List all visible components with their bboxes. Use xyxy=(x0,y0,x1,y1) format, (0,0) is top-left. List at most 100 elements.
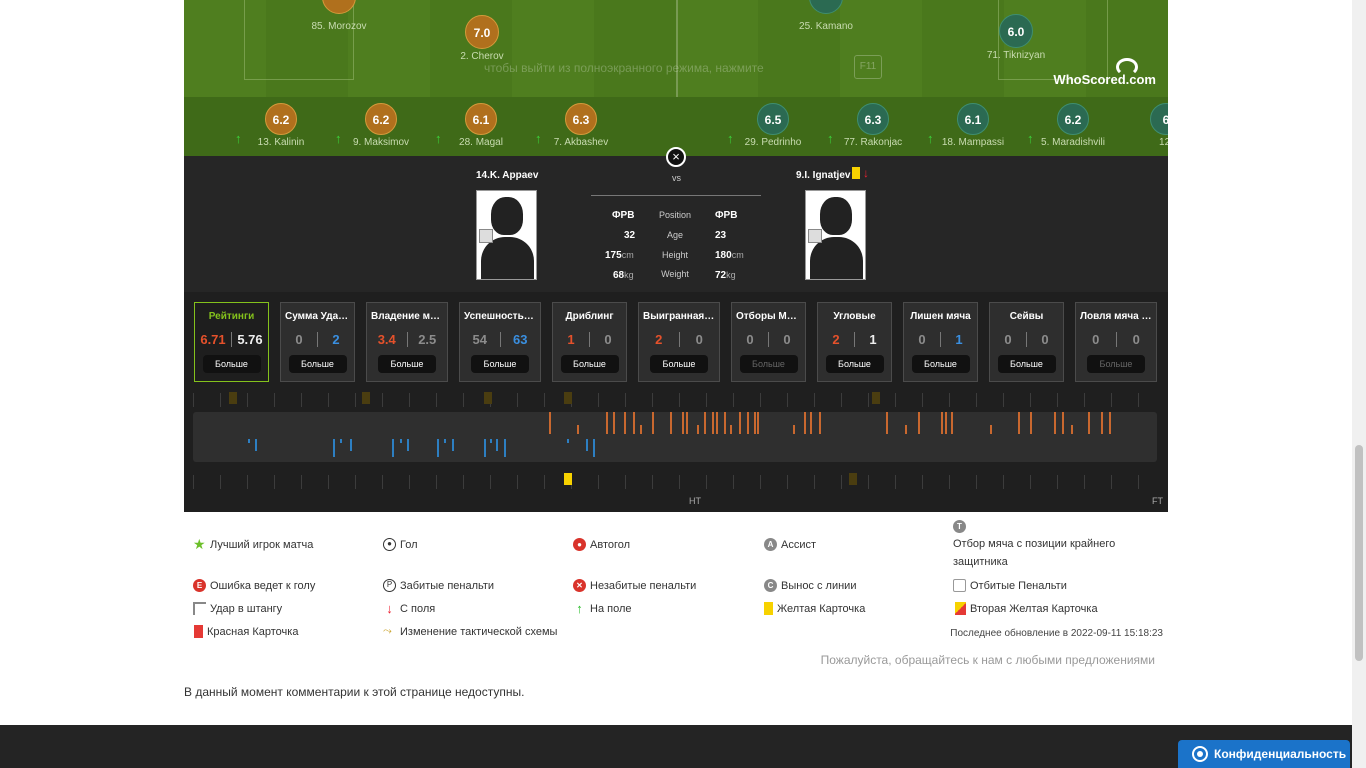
away-event-bar[interactable] xyxy=(504,439,506,457)
stat-tile[interactable]: Выигранная Б... 2 0 Больше xyxy=(638,302,720,382)
sub-player[interactable]: ↑ 6.2 13. Kalinin xyxy=(231,103,331,148)
close-icon[interactable]: × xyxy=(666,147,686,167)
away-event-bar[interactable] xyxy=(407,439,409,451)
home-event-bar[interactable] xyxy=(810,412,812,434)
more-button[interactable]: Больше xyxy=(1087,355,1145,373)
more-button[interactable]: Больше xyxy=(825,355,884,373)
away-event-bar[interactable] xyxy=(340,439,342,443)
stat-tile[interactable]: Рейтинги 6.71 5.76 Больше xyxy=(194,302,269,382)
away-event-bar[interactable] xyxy=(350,439,352,451)
home-event-bar[interactable] xyxy=(724,412,726,434)
sub-player[interactable]: ↑ 6.3 77. Rakonjac xyxy=(823,103,923,148)
sub-player[interactable]: ↑ 6.1 28. Magal xyxy=(431,103,531,148)
away-event-bar[interactable] xyxy=(567,439,569,443)
home-event-bar[interactable] xyxy=(1088,412,1090,434)
more-button[interactable]: Больше xyxy=(739,355,798,373)
sub-player[interactable]: ↑ 6.3 7. Akbashev xyxy=(531,103,631,148)
pitch-player-cherov[interactable]: 7.0 2. Cherov xyxy=(437,15,527,62)
home-event-bar[interactable] xyxy=(819,412,821,434)
home-event-bar[interactable] xyxy=(652,412,654,434)
home-event-bar[interactable] xyxy=(886,412,888,434)
stat-tile[interactable]: Угловые 2 1 Больше xyxy=(817,302,892,382)
away-event-bar[interactable] xyxy=(586,439,588,451)
home-event-bar[interactable] xyxy=(697,425,699,434)
timeline-card-marker[interactable] xyxy=(564,392,572,404)
timeline-card-marker[interactable] xyxy=(484,392,492,404)
home-event-bar[interactable] xyxy=(606,412,608,434)
right-player-name[interactable]: 9.I. Ignatjev xyxy=(796,170,851,181)
pitch-player-kamano[interactable]: 25. Kamano xyxy=(781,0,871,32)
away-event-bar[interactable] xyxy=(333,439,335,457)
more-button[interactable]: Больше xyxy=(560,355,619,373)
more-button[interactable]: Больше xyxy=(650,355,708,373)
home-event-bar[interactable] xyxy=(918,412,920,434)
home-event-bar[interactable] xyxy=(730,425,732,434)
home-event-bar[interactable] xyxy=(941,412,943,434)
home-event-bar[interactable] xyxy=(640,425,642,434)
home-event-bar[interactable] xyxy=(739,412,741,434)
home-event-bar[interactable] xyxy=(951,412,953,434)
sub-player[interactable]: ↑ 6.5 29. Pedrinho xyxy=(723,103,823,148)
away-event-bar[interactable] xyxy=(437,439,439,457)
more-button[interactable]: Больше xyxy=(997,355,1056,373)
home-event-bar[interactable] xyxy=(754,412,756,434)
away-event-bar[interactable] xyxy=(255,439,257,451)
away-event-bar[interactable] xyxy=(593,439,595,457)
away-event-bar[interactable] xyxy=(452,439,454,451)
stat-tile[interactable]: Лишен мяча 0 1 Больше xyxy=(903,302,978,382)
home-event-bar[interactable] xyxy=(1109,412,1111,434)
scrollbar-thumb[interactable] xyxy=(1355,445,1363,661)
home-event-bar[interactable] xyxy=(704,412,706,434)
more-button[interactable]: Больше xyxy=(288,355,347,373)
home-event-bar[interactable] xyxy=(613,412,615,434)
home-event-bar[interactable] xyxy=(549,412,551,434)
stat-tile[interactable]: Дриблинг 1 0 Больше xyxy=(552,302,627,382)
home-event-bar[interactable] xyxy=(747,412,749,434)
yellow-card-icon[interactable] xyxy=(564,473,572,485)
sub-player[interactable]: 6 12. xyxy=(1116,103,1168,148)
stat-tile[interactable]: Сейвы 0 0 Больше xyxy=(989,302,1064,382)
timeline-card-marker[interactable] xyxy=(849,473,857,485)
home-event-bar[interactable] xyxy=(804,412,806,434)
home-event-bar[interactable] xyxy=(624,412,626,434)
home-event-bar[interactable] xyxy=(757,412,759,434)
home-event-bar[interactable] xyxy=(682,412,684,434)
home-event-bar[interactable] xyxy=(633,412,635,434)
timeline-card-marker[interactable] xyxy=(872,392,880,404)
stat-tile[interactable]: Сумма Ударов 0 2 Больше xyxy=(280,302,355,382)
left-player-name[interactable]: 14.K. Appaev xyxy=(476,170,539,181)
pitch-player-morozov[interactable]: 85. Morozov xyxy=(294,0,384,32)
home-event-bar[interactable] xyxy=(1101,412,1103,434)
home-event-bar[interactable] xyxy=(990,425,992,434)
away-event-bar[interactable] xyxy=(444,439,446,443)
away-event-bar[interactable] xyxy=(496,439,498,451)
away-event-bar[interactable] xyxy=(490,439,492,443)
more-button[interactable]: Больше xyxy=(471,355,529,373)
privacy-button[interactable]: Конфиденциальность xyxy=(1178,740,1350,768)
stat-tile[interactable]: Отборы Мяча 0 0 Больше xyxy=(731,302,806,382)
sub-player[interactable]: ↑ 6.2 9. Maksimov xyxy=(331,103,431,148)
more-button[interactable]: Больше xyxy=(378,355,436,373)
home-event-bar[interactable] xyxy=(686,412,688,434)
away-event-bar[interactable] xyxy=(484,439,486,457)
more-button[interactable]: Больше xyxy=(202,355,261,373)
home-event-bar[interactable] xyxy=(793,425,795,434)
sub-player[interactable]: ↑ 6.1 18. Mampassi xyxy=(923,103,1023,148)
home-event-bar[interactable] xyxy=(1030,412,1032,434)
stat-tile[interactable]: Успешность пе... 54 63 Больше xyxy=(459,302,541,382)
stat-tile[interactable]: Ловля мяча ру... 0 0 Больше xyxy=(1075,302,1157,382)
timeline-card-marker[interactable] xyxy=(362,392,370,404)
home-event-bar[interactable] xyxy=(716,412,718,434)
home-event-bar[interactable] xyxy=(670,412,672,434)
more-button[interactable]: Больше xyxy=(911,355,970,373)
home-event-bar[interactable] xyxy=(712,412,714,434)
sub-player[interactable]: ↑ 6.2 5. Maradishvili xyxy=(1023,103,1123,148)
home-event-bar[interactable] xyxy=(905,425,907,434)
stat-tile[interactable]: Владение мяч... 3.4 2.5 Больше xyxy=(366,302,448,382)
pitch-player-tiknizyan[interactable]: 6.0 71. Tiknizyan xyxy=(971,14,1061,61)
home-event-bar[interactable] xyxy=(1054,412,1056,434)
home-event-bar[interactable] xyxy=(1071,425,1073,434)
contact-link[interactable]: Пожалуйста, обращайтесь к нам с любыми п… xyxy=(820,653,1155,667)
scrollbar[interactable] xyxy=(1352,0,1366,768)
away-event-bar[interactable] xyxy=(400,439,402,443)
